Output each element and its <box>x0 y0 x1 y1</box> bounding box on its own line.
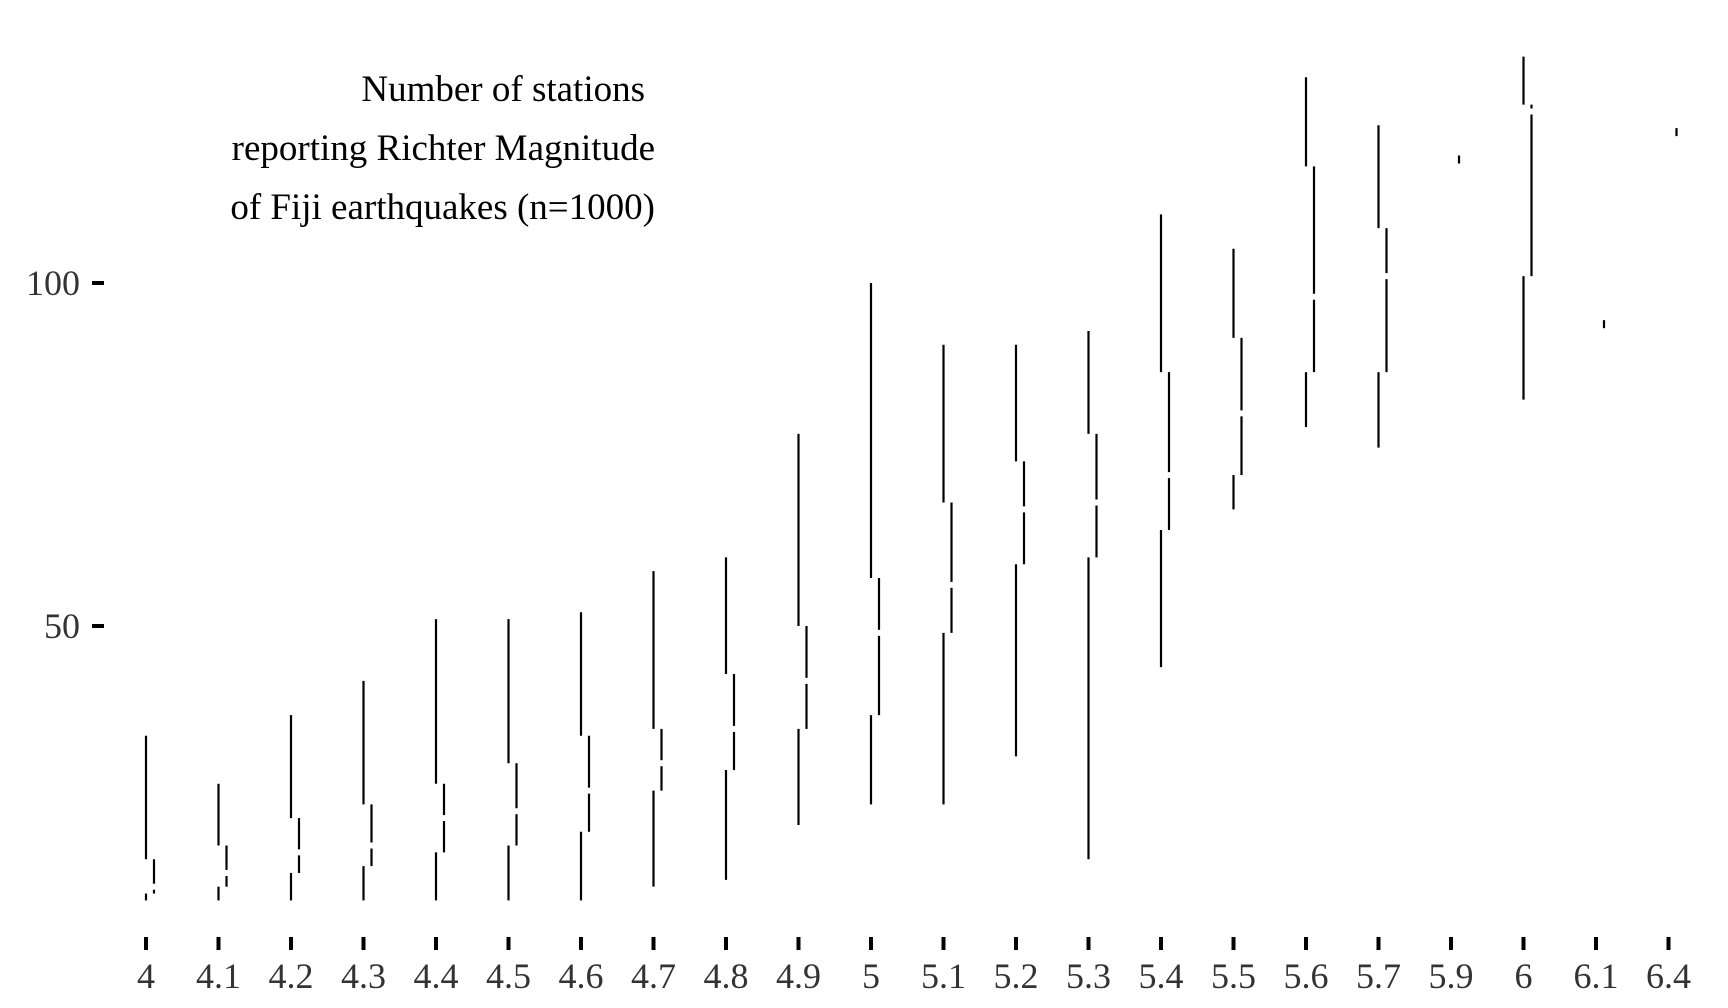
x-tick-label: 4.9 <box>776 956 821 996</box>
box-4.2 <box>289 715 301 901</box>
x-tick-label: 4 <box>137 956 155 996</box>
box-4.6 <box>579 612 591 901</box>
box-5.4 <box>1159 214 1171 668</box>
x-tick-label: 4.1 <box>196 956 241 996</box>
box-4.5 <box>507 619 518 901</box>
box-4.9 <box>797 433 808 825</box>
x-axis: 4 4.1 4.2 4.3 4.4 4.5 4.6 4.7 4.8 4.9 5 5.1 5.2 5.3 5.… <box>137 937 1691 996</box>
title-line-2: reporting Richter Magnitude <box>232 128 655 169</box>
y-tick-label: 50 <box>44 606 80 646</box>
x-tick-label: 5.1 <box>921 956 966 996</box>
title-line-3: of Fiji earthquakes (n=1000) <box>230 187 655 228</box>
x-tick-label: 4.4 <box>414 956 459 996</box>
x-tick-label: 5 <box>862 956 880 996</box>
box-4 <box>144 735 156 901</box>
box-6 <box>1522 56 1533 400</box>
x-tick-label: 4.7 <box>631 956 676 996</box>
box-5.5 <box>1232 248 1243 510</box>
box-5.7 <box>1377 125 1388 448</box>
y-axis: 50 100 <box>26 263 104 646</box>
box-5.1 <box>942 344 953 805</box>
y-tick-label: 100 <box>26 263 80 303</box>
x-tick-label: 6 <box>1515 956 1533 996</box>
x-tick-label: 6.1 <box>1574 956 1619 996</box>
x-tick-label: 6.4 <box>1646 956 1691 996</box>
box-4.4 <box>434 619 446 901</box>
title-line-1: Number of stations <box>361 69 645 110</box>
x-tick-label: 4.5 <box>486 956 531 996</box>
x-tick-label: 4.6 <box>559 956 604 996</box>
x-tick-label: 5.2 <box>994 956 1039 996</box>
x-tick-label: 4.8 <box>704 956 749 996</box>
box-5 <box>869 283 881 805</box>
box-5.3 <box>1087 331 1098 860</box>
x-tick-label: 4.3 <box>341 956 386 996</box>
box-5.6 <box>1304 77 1316 428</box>
box-4.1 <box>217 783 228 901</box>
x-tick-label: 5.3 <box>1066 956 1111 996</box>
box-4.8 <box>724 557 736 880</box>
x-tick-label: 5.7 <box>1356 956 1401 996</box>
chart-title: Number of stations reporting Richter Mag… <box>230 69 655 228</box>
x-tick-label: 4.2 <box>269 956 314 996</box>
x-tick-label: 5.4 <box>1139 956 1184 996</box>
x-tick-label: 5.9 <box>1429 956 1474 996</box>
x-tick-label: 5.6 <box>1284 956 1329 996</box>
x-tick-label: 5.5 <box>1211 956 1256 996</box>
box-4.3 <box>362 680 373 901</box>
box-4.7 <box>652 571 663 887</box>
box-5.2 <box>1014 344 1026 757</box>
box-series <box>144 56 1678 901</box>
